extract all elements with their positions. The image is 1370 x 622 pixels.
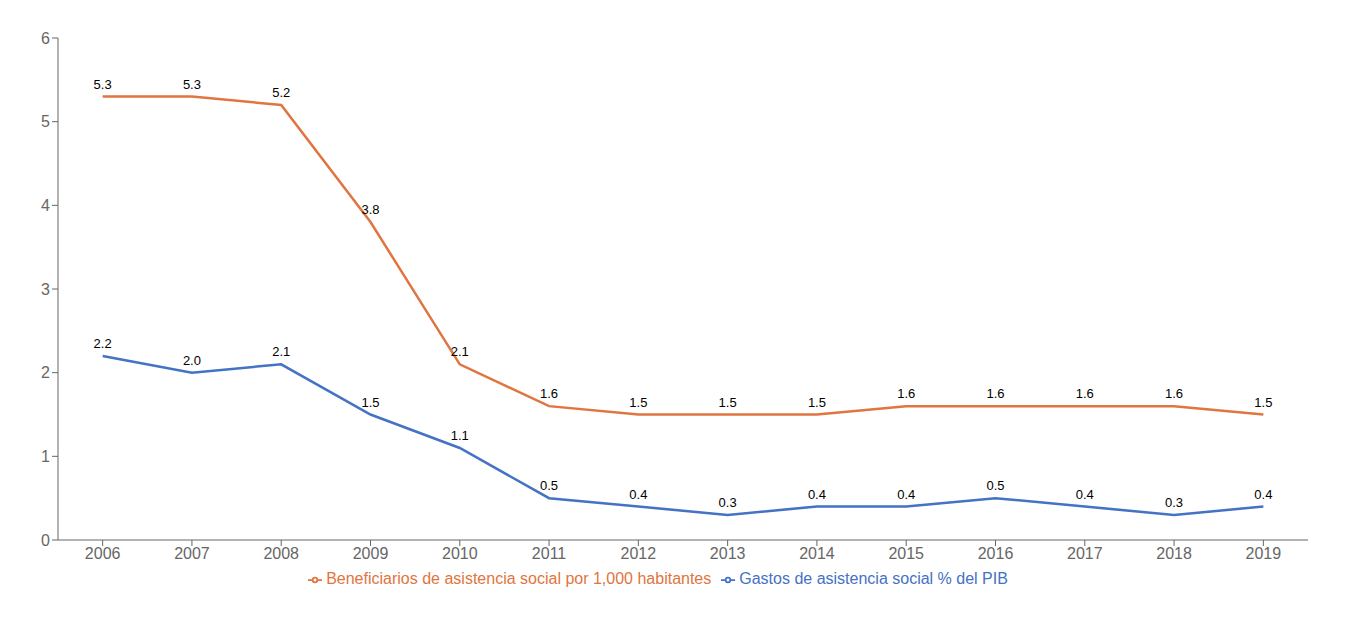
svg-text:1.6: 1.6 <box>1076 386 1094 401</box>
svg-text:0.4: 0.4 <box>629 487 647 502</box>
svg-text:2016: 2016 <box>978 545 1014 562</box>
svg-text:5.3: 5.3 <box>183 77 201 92</box>
svg-text:0.3: 0.3 <box>1165 495 1183 510</box>
svg-text:1.6: 1.6 <box>1165 386 1183 401</box>
svg-text:2014: 2014 <box>799 545 835 562</box>
html-text:Gastos de asistencia social %: Gastos de asistencia social % del PIB <box>739 570 1008 587</box>
svg-text:2008: 2008 <box>263 545 299 562</box>
svg-text:2011: 2011 <box>532 545 567 562</box>
svg-text:0.4: 0.4 <box>1254 487 1272 502</box>
svg-text:3: 3 <box>41 281 50 298</box>
svg-text:2.1: 2.1 <box>272 344 290 359</box>
svg-text:1.5: 1.5 <box>808 395 826 410</box>
svg-text:1.5: 1.5 <box>1254 395 1272 410</box>
svg-text:1.6: 1.6 <box>986 386 1004 401</box>
svg-text:0.4: 0.4 <box>808 487 826 502</box>
svg-text:2.1: 2.1 <box>451 344 469 359</box>
svg-text:2015: 2015 <box>888 545 924 562</box>
svg-text:0.5: 0.5 <box>986 478 1004 493</box>
svg-text:0.5: 0.5 <box>540 478 558 493</box>
svg-text:2018: 2018 <box>1156 545 1192 562</box>
svg-text:2007: 2007 <box>174 545 210 562</box>
svg-text:2019: 2019 <box>1246 545 1282 562</box>
svg-text:0.4: 0.4 <box>1076 487 1094 502</box>
svg-text:1.5: 1.5 <box>361 395 379 410</box>
svg-text:1.5: 1.5 <box>629 395 647 410</box>
svg-text:1.6: 1.6 <box>897 386 915 401</box>
svg-text:1.5: 1.5 <box>719 395 737 410</box>
svg-text:2: 2 <box>41 364 50 381</box>
svg-text:0: 0 <box>41 532 50 549</box>
svg-text:2012: 2012 <box>621 545 657 562</box>
svg-text:0.4: 0.4 <box>897 487 915 502</box>
svg-text:2006: 2006 <box>85 545 121 562</box>
svg-text:2.2: 2.2 <box>94 336 112 351</box>
svg-text:2010: 2010 <box>442 545 478 562</box>
svg-text:5.3: 5.3 <box>94 77 112 92</box>
svg-text:5: 5 <box>41 113 50 130</box>
svg-text:4: 4 <box>41 197 50 214</box>
svg-text:2013: 2013 <box>710 545 746 562</box>
svg-text:1.1: 1.1 <box>451 428 469 443</box>
svg-text:2.0: 2.0 <box>183 353 201 368</box>
html-text:Beneficiarios de asistencia so: Beneficiarios de asistencia social por 1… <box>326 570 712 587</box>
svg-text:6: 6 <box>41 30 50 47</box>
svg-text:1: 1 <box>41 448 50 465</box>
svg-text:2009: 2009 <box>353 545 389 562</box>
svg-text:1.6: 1.6 <box>540 386 558 401</box>
svg-text:0.3: 0.3 <box>719 495 737 510</box>
svg-text:3.8: 3.8 <box>361 202 379 217</box>
svg-text:2017: 2017 <box>1067 545 1103 562</box>
svg-text:5.2: 5.2 <box>272 85 290 100</box>
